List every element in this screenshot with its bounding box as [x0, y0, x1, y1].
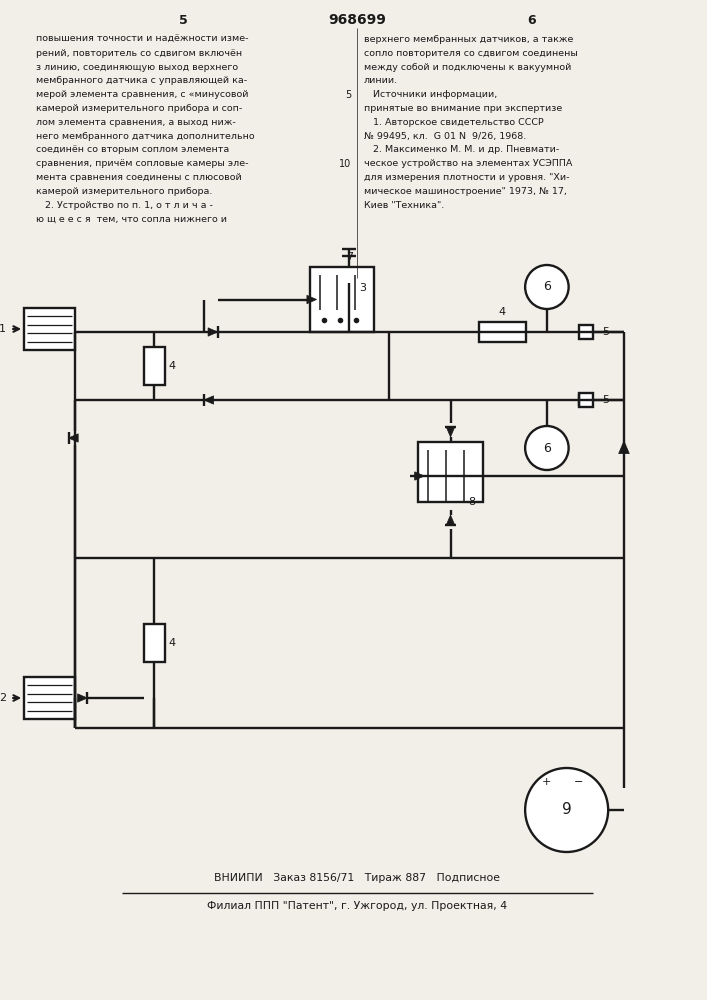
Text: 2: 2 — [0, 693, 6, 703]
Polygon shape — [78, 694, 87, 702]
Text: 6: 6 — [543, 442, 551, 454]
Text: 2. Максименко М. М. и др. Пневмати-: 2. Максименко М. М. и др. Пневмати- — [364, 145, 559, 154]
Text: мерой элемента сравнения, с «минусовой: мерой элемента сравнения, с «минусовой — [36, 90, 248, 99]
Text: верхнего мембранных датчиков, а также: верхнего мембранных датчиков, а также — [364, 35, 573, 44]
Text: между собой и подключены к вакуумной: между собой и подключены к вакуумной — [364, 63, 571, 72]
Text: 7: 7 — [346, 252, 353, 262]
Text: мическое машиностроение" 1973, № 17,: мическое машиностроение" 1973, № 17, — [364, 187, 567, 196]
Polygon shape — [446, 427, 455, 437]
Circle shape — [525, 426, 568, 470]
Text: мембранного датчика с управляющей ка-: мембранного датчика с управляющей ка- — [36, 76, 247, 85]
Bar — [144, 347, 165, 385]
Bar — [419, 442, 483, 502]
Text: 5: 5 — [602, 395, 609, 405]
Text: повышения точности и надёжности изме-: повышения точности и надёжности изме- — [36, 35, 248, 44]
Text: 8: 8 — [469, 497, 476, 507]
Text: 1. Авторское свидетельство СССР: 1. Авторское свидетельство СССР — [364, 118, 544, 127]
Text: Киев "Техника".: Киев "Техника". — [364, 201, 444, 210]
Polygon shape — [580, 396, 589, 404]
Bar — [479, 322, 526, 342]
Polygon shape — [414, 472, 424, 480]
Text: него мембранного датчика дополнительно: него мембранного датчика дополнительно — [36, 132, 255, 141]
Text: 968699: 968699 — [328, 13, 386, 27]
Polygon shape — [208, 328, 218, 336]
Text: 3: 3 — [360, 283, 366, 293]
Text: 5: 5 — [345, 90, 351, 100]
Text: мента сравнения соединены с плюсовой: мента сравнения соединены с плюсовой — [36, 173, 242, 182]
Text: принятые во внимание при экспертизе: принятые во внимание при экспертизе — [364, 104, 562, 113]
Text: сравнения, причём сопловые камеры эле-: сравнения, причём сопловые камеры эле- — [36, 159, 248, 168]
Text: камерой измерительного прибора и соп-: камерой измерительного прибора и соп- — [36, 104, 242, 113]
Text: 9: 9 — [562, 802, 571, 818]
Text: соединён со вторым соплом элемента: соединён со вторым соплом элемента — [36, 145, 229, 154]
Text: ВНИИПИ   Заказ 8156/71   Тираж 887   Подписное: ВНИИПИ Заказ 8156/71 Тираж 887 Подписное — [214, 873, 500, 883]
Circle shape — [525, 768, 608, 852]
Text: 2. Устройство по п. 1, о т л и ч а -: 2. Устройство по п. 1, о т л и ч а - — [36, 201, 213, 210]
Bar — [24, 308, 76, 350]
Text: −: − — [574, 777, 583, 787]
Polygon shape — [344, 274, 354, 287]
Polygon shape — [307, 295, 317, 304]
Text: 5: 5 — [602, 327, 609, 337]
Bar — [310, 267, 374, 332]
Text: 6: 6 — [543, 280, 551, 294]
Text: з линию, соединяющую выход верхнего: з линию, соединяющую выход верхнего — [36, 63, 238, 72]
Text: 10: 10 — [339, 159, 351, 169]
Bar — [144, 624, 165, 662]
Text: 1: 1 — [0, 324, 6, 334]
Text: для измерения плотности и уровня. "Хи-: для измерения плотности и уровня. "Хи- — [364, 173, 570, 182]
Polygon shape — [204, 396, 214, 404]
Text: лом элемента сравнения, а выход ниж-: лом элемента сравнения, а выход ниж- — [36, 118, 235, 127]
Bar — [580, 325, 593, 339]
Text: 4: 4 — [499, 307, 506, 317]
Text: Филиал ППП "Патент", г. Ужгород, ул. Проектная, 4: Филиал ППП "Патент", г. Ужгород, ул. Про… — [207, 901, 507, 911]
Polygon shape — [69, 434, 78, 442]
Bar — [580, 393, 593, 407]
Text: 4: 4 — [169, 638, 176, 648]
Bar — [24, 677, 76, 719]
Text: рений, повторитель со сдвигом включён: рений, повторитель со сдвигом включён — [36, 49, 242, 58]
Polygon shape — [446, 515, 455, 525]
Text: 6: 6 — [527, 13, 537, 26]
Text: ческое устройство на элементах УСЭППА: ческое устройство на элементах УСЭППА — [364, 159, 573, 168]
Text: ю щ е е с я  тем, что сопла нижнего и: ю щ е е с я тем, что сопла нижнего и — [36, 214, 227, 223]
Text: линии.: линии. — [364, 76, 398, 85]
Text: 5: 5 — [179, 13, 187, 26]
Polygon shape — [619, 441, 629, 454]
Text: Источники информации,: Источники информации, — [364, 90, 497, 99]
Text: № 99495, кл.  G 01 N  9/26, 1968.: № 99495, кл. G 01 N 9/26, 1968. — [364, 132, 526, 141]
Text: сопло повторителя со сдвигом соединены: сопло повторителя со сдвигом соединены — [364, 49, 578, 58]
Text: +: + — [542, 777, 551, 787]
Circle shape — [525, 265, 568, 309]
Text: 4: 4 — [169, 361, 176, 371]
Text: камерой измерительного прибора.: камерой измерительного прибора. — [36, 187, 212, 196]
